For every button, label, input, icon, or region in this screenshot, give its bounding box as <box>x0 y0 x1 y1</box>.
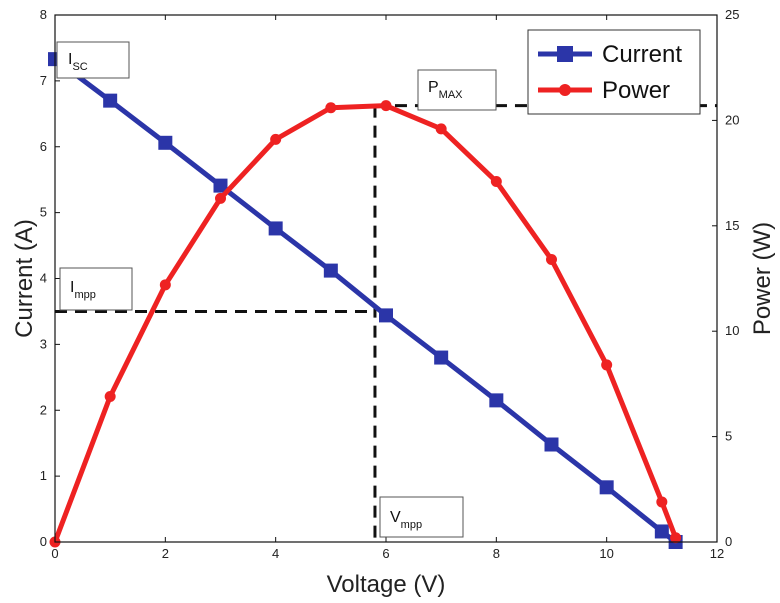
svg-text:Impp: Impp <box>70 279 96 301</box>
annotation-vmpp: Vmpp <box>379 496 464 538</box>
power-point <box>435 123 447 135</box>
impp-main: I <box>70 279 74 296</box>
x-tick-label: 10 <box>599 546 613 561</box>
current-point <box>268 221 283 236</box>
power-point <box>670 532 682 544</box>
svg-text:ISC: ISC <box>68 51 88 73</box>
isc-main: I <box>68 51 72 68</box>
pmax-main: P <box>428 79 439 96</box>
power-point <box>104 391 116 403</box>
current-point <box>323 263 338 278</box>
y-tick-label: 4 <box>40 271 47 286</box>
y2-tick-label: 15 <box>725 218 739 233</box>
legend-power-label: Power <box>602 77 670 104</box>
legend-power-marker <box>559 84 571 96</box>
power-point <box>490 176 502 188</box>
current-point <box>103 93 118 108</box>
current-point <box>379 308 393 323</box>
current-point <box>158 135 173 150</box>
power-point <box>380 100 392 112</box>
x-tick-label: 8 <box>493 546 500 561</box>
y-tick-label: 1 <box>40 468 47 483</box>
y-axis-label: Current (A) <box>11 219 38 338</box>
y2-axis-label: Power (W) <box>749 222 776 335</box>
y-tick-label: 7 <box>40 73 47 88</box>
impp-sub: mpp <box>74 289 95 301</box>
x-tick-label: 4 <box>272 546 279 561</box>
power-point <box>601 359 613 371</box>
current-point <box>489 393 504 408</box>
pmax-sub: MAX <box>439 89 464 101</box>
annotation-pmax: PMAX <box>417 69 497 111</box>
power-point <box>159 279 171 291</box>
y-tick-label: 8 <box>40 7 47 22</box>
x-tick-label: 2 <box>162 546 169 561</box>
current-point <box>654 524 669 539</box>
y-tick-label: 5 <box>40 205 47 220</box>
isc-sub: SC <box>72 61 87 73</box>
svg-text:PMAX: PMAX <box>428 79 463 101</box>
current-point <box>599 480 614 495</box>
y2-tick-label: 0 <box>725 534 732 549</box>
annotation-impp: Impp <box>59 267 133 311</box>
vmpp-sub: mpp <box>401 519 422 531</box>
x-tick-label: 0 <box>51 546 58 561</box>
power-series-line <box>52 103 678 543</box>
current-series-line <box>53 57 678 544</box>
y2-tick-label: 10 <box>725 323 739 338</box>
current-point <box>434 350 449 365</box>
current-point <box>544 437 559 452</box>
legend: Current Power <box>527 29 701 115</box>
y-tick-label: 6 <box>40 139 47 154</box>
legend-current-marker <box>557 46 573 62</box>
vmpp-main: V <box>390 509 401 526</box>
power-point <box>656 496 668 508</box>
y-tick-label: 0 <box>40 534 47 549</box>
y2-tick-label: 25 <box>725 7 739 22</box>
power-point <box>546 254 557 266</box>
current-point <box>213 178 228 193</box>
y2-tick-label: 20 <box>725 112 739 127</box>
power-point <box>215 192 226 204</box>
svg-text:Vmpp: Vmpp <box>390 509 422 531</box>
power-point <box>325 102 337 114</box>
y-tick-label: 2 <box>40 402 47 417</box>
legend-box <box>527 29 701 115</box>
annotation-isc: ISC <box>56 41 130 79</box>
x-axis-label: Voltage (V) <box>327 571 446 598</box>
x-tick-label: 6 <box>382 546 389 561</box>
x-tick-label: 12 <box>710 546 724 561</box>
legend-current-label: Current <box>602 41 682 68</box>
y2-tick-label: 5 <box>725 429 732 444</box>
power-point <box>270 133 282 145</box>
y-tick-label: 3 <box>40 336 47 351</box>
